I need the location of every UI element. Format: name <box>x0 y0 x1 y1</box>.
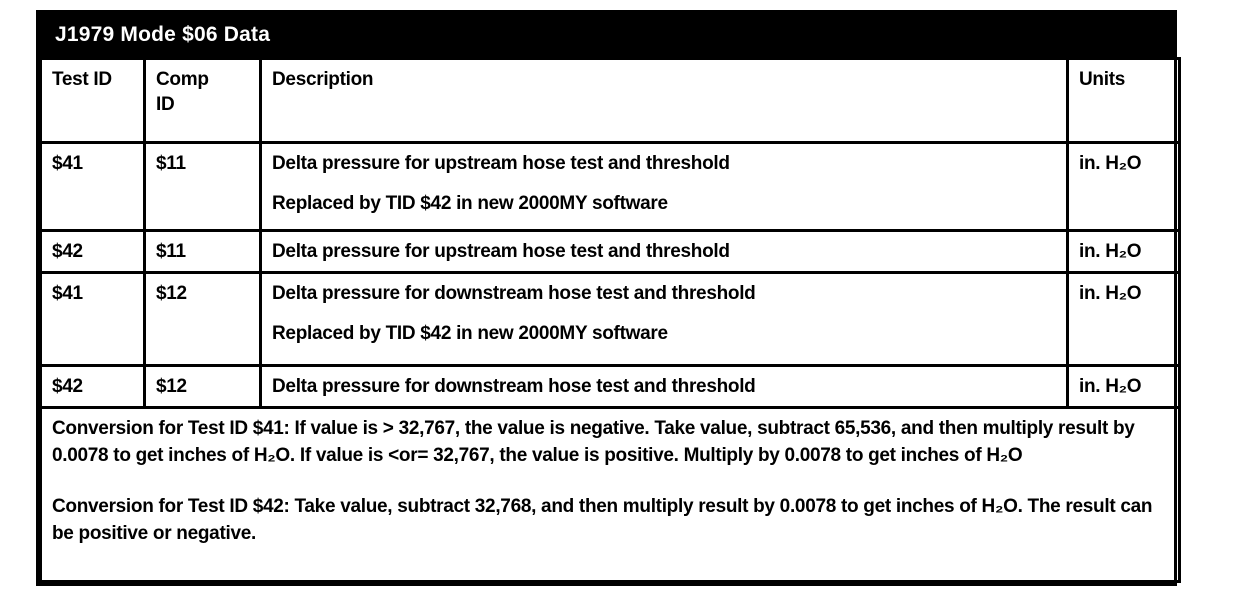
table-row: $41 $11 Delta pressure for upstream hose… <box>39 141 1181 232</box>
cell-test-id: $42 <box>39 364 146 410</box>
cell-description: Delta pressure for downstream hose test … <box>259 364 1069 410</box>
description-note: Replaced by TID $42 in new 2000MY softwa… <box>272 323 668 345</box>
cell-description: Delta pressure for upstream hose test an… <box>259 141 1069 232</box>
col-header-comp-id: Comp ID <box>143 57 262 144</box>
col-header-units-label: Units <box>1079 69 1126 90</box>
description-note: Replaced by TID $42 in new 2000MY softwa… <box>272 193 668 215</box>
cell-description: Delta pressure for upstream hose test an… <box>259 228 1069 275</box>
data-table: Test ID Comp ID Description Units $41 $1… <box>39 57 1181 584</box>
cell-comp-id: $12 <box>143 271 262 368</box>
conversion-notes-cell: Conversion for Test ID $41: If value is … <box>39 406 1181 584</box>
description-text: Delta pressure for downstream hose test … <box>272 283 756 305</box>
cell-description: Delta pressure for downstream hose test … <box>259 271 1069 368</box>
cell-units: in. H₂O <box>1066 364 1181 410</box>
cell-units: in. H₂O <box>1066 141 1181 232</box>
cell-comp-id: $12 <box>143 364 262 410</box>
table-title: J1979 Mode $06 Data <box>39 13 1174 57</box>
cell-test-id: $41 <box>39 141 146 232</box>
cell-test-id: $41 <box>39 271 146 368</box>
table-row: $42 $11 Delta pressure for upstream hose… <box>39 228 1181 275</box>
cell-units: in. H₂O <box>1066 271 1181 368</box>
cell-comp-id: $11 <box>143 141 262 232</box>
conversion-note-41: Conversion for Test ID $41: If value is … <box>52 418 1135 467</box>
notes-row: Conversion for Test ID $41: If value is … <box>39 406 1181 584</box>
table-header-row: Test ID Comp ID Description Units <box>39 57 1181 144</box>
description-text: Delta pressure for upstream hose test an… <box>272 241 730 262</box>
description-text: Delta pressure for upstream hose test an… <box>272 153 730 174</box>
col-header-comp-id-label: Comp ID <box>156 69 209 116</box>
col-header-description-label: Description <box>272 69 374 90</box>
table-row: $42 $12 Delta pressure for downstream ho… <box>39 364 1181 410</box>
col-header-test-id-label: Test ID <box>52 69 112 90</box>
description-text: Delta pressure for downstream hose test … <box>272 376 756 398</box>
mode06-data-table: J1979 Mode $06 Data Test ID Comp ID Desc… <box>36 10 1181 587</box>
col-header-description: Description <box>259 57 1069 144</box>
col-header-units: Units <box>1066 57 1181 144</box>
cell-test-id: $42 <box>39 228 146 275</box>
col-header-test-id: Test ID <box>39 57 146 144</box>
table-row: $41 $12 Delta pressure for downstream ho… <box>39 271 1181 368</box>
conversion-note-42: Conversion for Test ID $42: Take value, … <box>52 496 1153 545</box>
cell-units: in. H₂O <box>1066 228 1181 275</box>
cell-comp-id: $11 <box>143 228 262 275</box>
